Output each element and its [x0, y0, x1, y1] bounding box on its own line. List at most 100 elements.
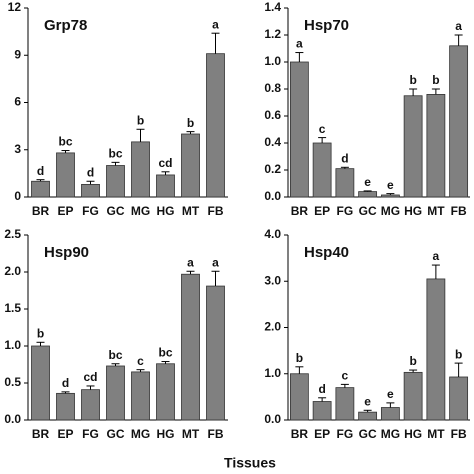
- x-tick-label: MG: [381, 204, 400, 218]
- x-tick-label: MT: [182, 427, 200, 441]
- bar: [312, 142, 332, 198]
- significance-letter: b: [432, 73, 439, 87]
- x-tick-label: HG: [404, 427, 422, 441]
- x-axis-label: Tissues: [224, 455, 276, 471]
- x-tick-label: MT: [427, 204, 445, 218]
- y-tick-label: 1.0: [4, 338, 21, 352]
- significance-letter: d: [87, 165, 94, 179]
- significance-letter: bc: [108, 147, 122, 161]
- bar: [312, 401, 332, 421]
- x-tick-label: BR: [291, 204, 309, 218]
- y-tick-label: 0.6: [264, 108, 281, 122]
- bar: [81, 389, 100, 421]
- bar: [380, 407, 400, 421]
- significance-letter: a: [296, 37, 303, 51]
- bar: [31, 345, 50, 421]
- y-tick-label: 12: [8, 0, 22, 14]
- significance-letter: d: [341, 151, 348, 165]
- y-tick-label: 1.2: [264, 27, 281, 41]
- x-tick-label: FG: [82, 204, 99, 218]
- y-tick-label: 0: [14, 189, 21, 203]
- panel-title: Hsp40: [304, 244, 349, 261]
- significance-letter: a: [455, 19, 462, 33]
- bar: [426, 278, 446, 421]
- bar: [156, 363, 175, 421]
- y-tick-label: 0.8: [264, 81, 281, 95]
- x-tick-label: FB: [208, 204, 224, 218]
- x-tick-label: EP: [57, 427, 73, 441]
- significance-letter: d: [37, 164, 44, 178]
- significance-letter: e: [364, 175, 371, 189]
- x-tick-label: MG: [131, 204, 150, 218]
- x-tick-label: HG: [404, 204, 422, 218]
- x-tick-label: HG: [157, 427, 175, 441]
- y-tick-label: 0.2: [264, 162, 281, 176]
- bar: [403, 371, 423, 421]
- significance-letter: bc: [58, 135, 72, 149]
- x-tick-label: GC: [359, 204, 377, 218]
- y-tick-label: 2.0: [4, 264, 21, 278]
- y-tick-label: 3: [14, 142, 21, 156]
- significance-letter: c: [342, 369, 349, 383]
- significance-letter: b: [187, 116, 194, 130]
- y-tick-label: 0.4: [264, 135, 281, 149]
- significance-letter: a: [212, 17, 219, 31]
- bar: [131, 141, 150, 198]
- x-tick-label: BR: [291, 427, 309, 441]
- y-tick-label: 4.0: [264, 227, 281, 241]
- significance-letter: c: [319, 122, 326, 136]
- bar: [56, 152, 75, 198]
- x-tick-label: BR: [32, 427, 50, 441]
- bar: [289, 373, 309, 421]
- bar: [380, 194, 400, 198]
- y-tick-label: 9: [14, 47, 21, 61]
- bar: [449, 376, 469, 421]
- significance-letter: a: [212, 255, 219, 269]
- bar: [206, 53, 225, 198]
- significance-letter: b: [296, 351, 303, 365]
- bar: [181, 133, 200, 198]
- significance-letter: b: [409, 354, 416, 368]
- bar: [335, 387, 355, 421]
- significance-letter: e: [387, 178, 394, 192]
- x-tick-label: EP: [57, 204, 73, 218]
- bar: [106, 165, 125, 198]
- significance-letter: a: [433, 249, 440, 263]
- significance-letter: cd: [83, 370, 97, 384]
- bar: [426, 94, 446, 198]
- significance-letter: b: [37, 326, 44, 340]
- x-tick-label: FB: [451, 427, 467, 441]
- significance-letter: b: [409, 73, 416, 87]
- significance-letter: b: [137, 113, 144, 127]
- bar: [403, 95, 423, 198]
- y-tick-label: 1.5: [4, 301, 21, 315]
- significance-letter: b: [455, 347, 462, 361]
- bar: [358, 411, 378, 421]
- significance-letter: d: [62, 376, 69, 390]
- x-tick-label: MT: [182, 204, 200, 218]
- bar: [449, 45, 469, 198]
- y-tick-label: 0.0: [264, 189, 281, 203]
- panel-title: Hsp70: [304, 17, 349, 34]
- x-tick-label: FG: [337, 427, 354, 441]
- y-tick-label: 2.0: [264, 320, 281, 334]
- x-tick-label: FB: [208, 427, 224, 441]
- panel-title: Hsp90: [44, 244, 89, 261]
- x-tick-label: MG: [131, 427, 150, 441]
- significance-letter: e: [364, 394, 371, 408]
- bar: [358, 191, 378, 198]
- x-tick-label: BR: [32, 204, 50, 218]
- x-tick-label: FB: [451, 204, 467, 218]
- bar: [335, 168, 355, 198]
- x-tick-label: MT: [427, 427, 445, 441]
- significance-letter: a: [187, 255, 194, 269]
- x-tick-label: EP: [314, 204, 330, 218]
- significance-letter: cd: [158, 156, 172, 170]
- y-tick-label: 0.5: [4, 375, 21, 389]
- y-tick-label: 1.4: [264, 0, 281, 14]
- bar: [289, 61, 309, 198]
- x-tick-label: GC: [359, 427, 377, 441]
- panel-title: Grp78: [44, 17, 87, 34]
- bar: [131, 371, 150, 421]
